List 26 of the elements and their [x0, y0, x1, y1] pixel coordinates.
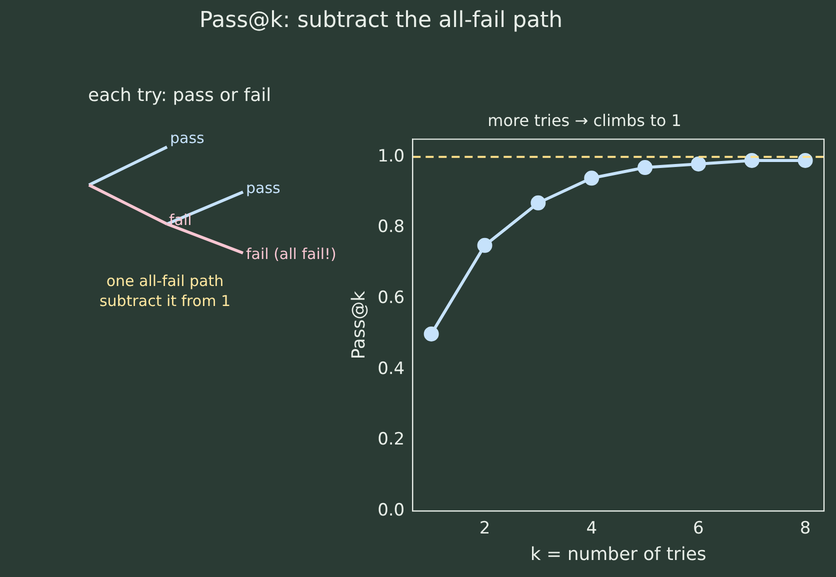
text: one all-fail path — [106, 272, 224, 290]
x-tick-label: 6 — [693, 518, 704, 539]
x-tick-label: 4 — [586, 518, 598, 539]
y-tick-label: 0.6 — [378, 288, 405, 308]
x-axis-title: k = number of tries — [530, 544, 706, 565]
x-tick-label: 8 — [800, 518, 811, 539]
y-tick-label: 0.4 — [378, 358, 405, 379]
point — [477, 238, 492, 253]
y-tick-label: 0.8 — [378, 217, 405, 238]
x-tick-label: 2 — [479, 518, 490, 539]
point — [530, 195, 546, 210]
point — [638, 160, 653, 176]
point — [424, 326, 439, 342]
text: subtract it from 1 — [99, 292, 231, 310]
y-axis-title: Pass@k — [348, 290, 370, 360]
y-tick-label: 1.0 — [378, 146, 405, 166]
text: fail (all fail!) — [246, 245, 336, 263]
text: Pass@k: subtract the all-fail path — [198, 8, 564, 33]
y-tick-label: 0.2 — [378, 430, 405, 450]
point — [690, 156, 706, 172]
chart-title: more tries → climbs to 1 — [488, 110, 682, 130]
text: pass — [170, 129, 205, 147]
text: each try: pass or fail — [88, 85, 272, 106]
point — [584, 170, 600, 186]
y-tick-label: 0.0 — [378, 500, 405, 520]
text: pass — [246, 179, 281, 197]
